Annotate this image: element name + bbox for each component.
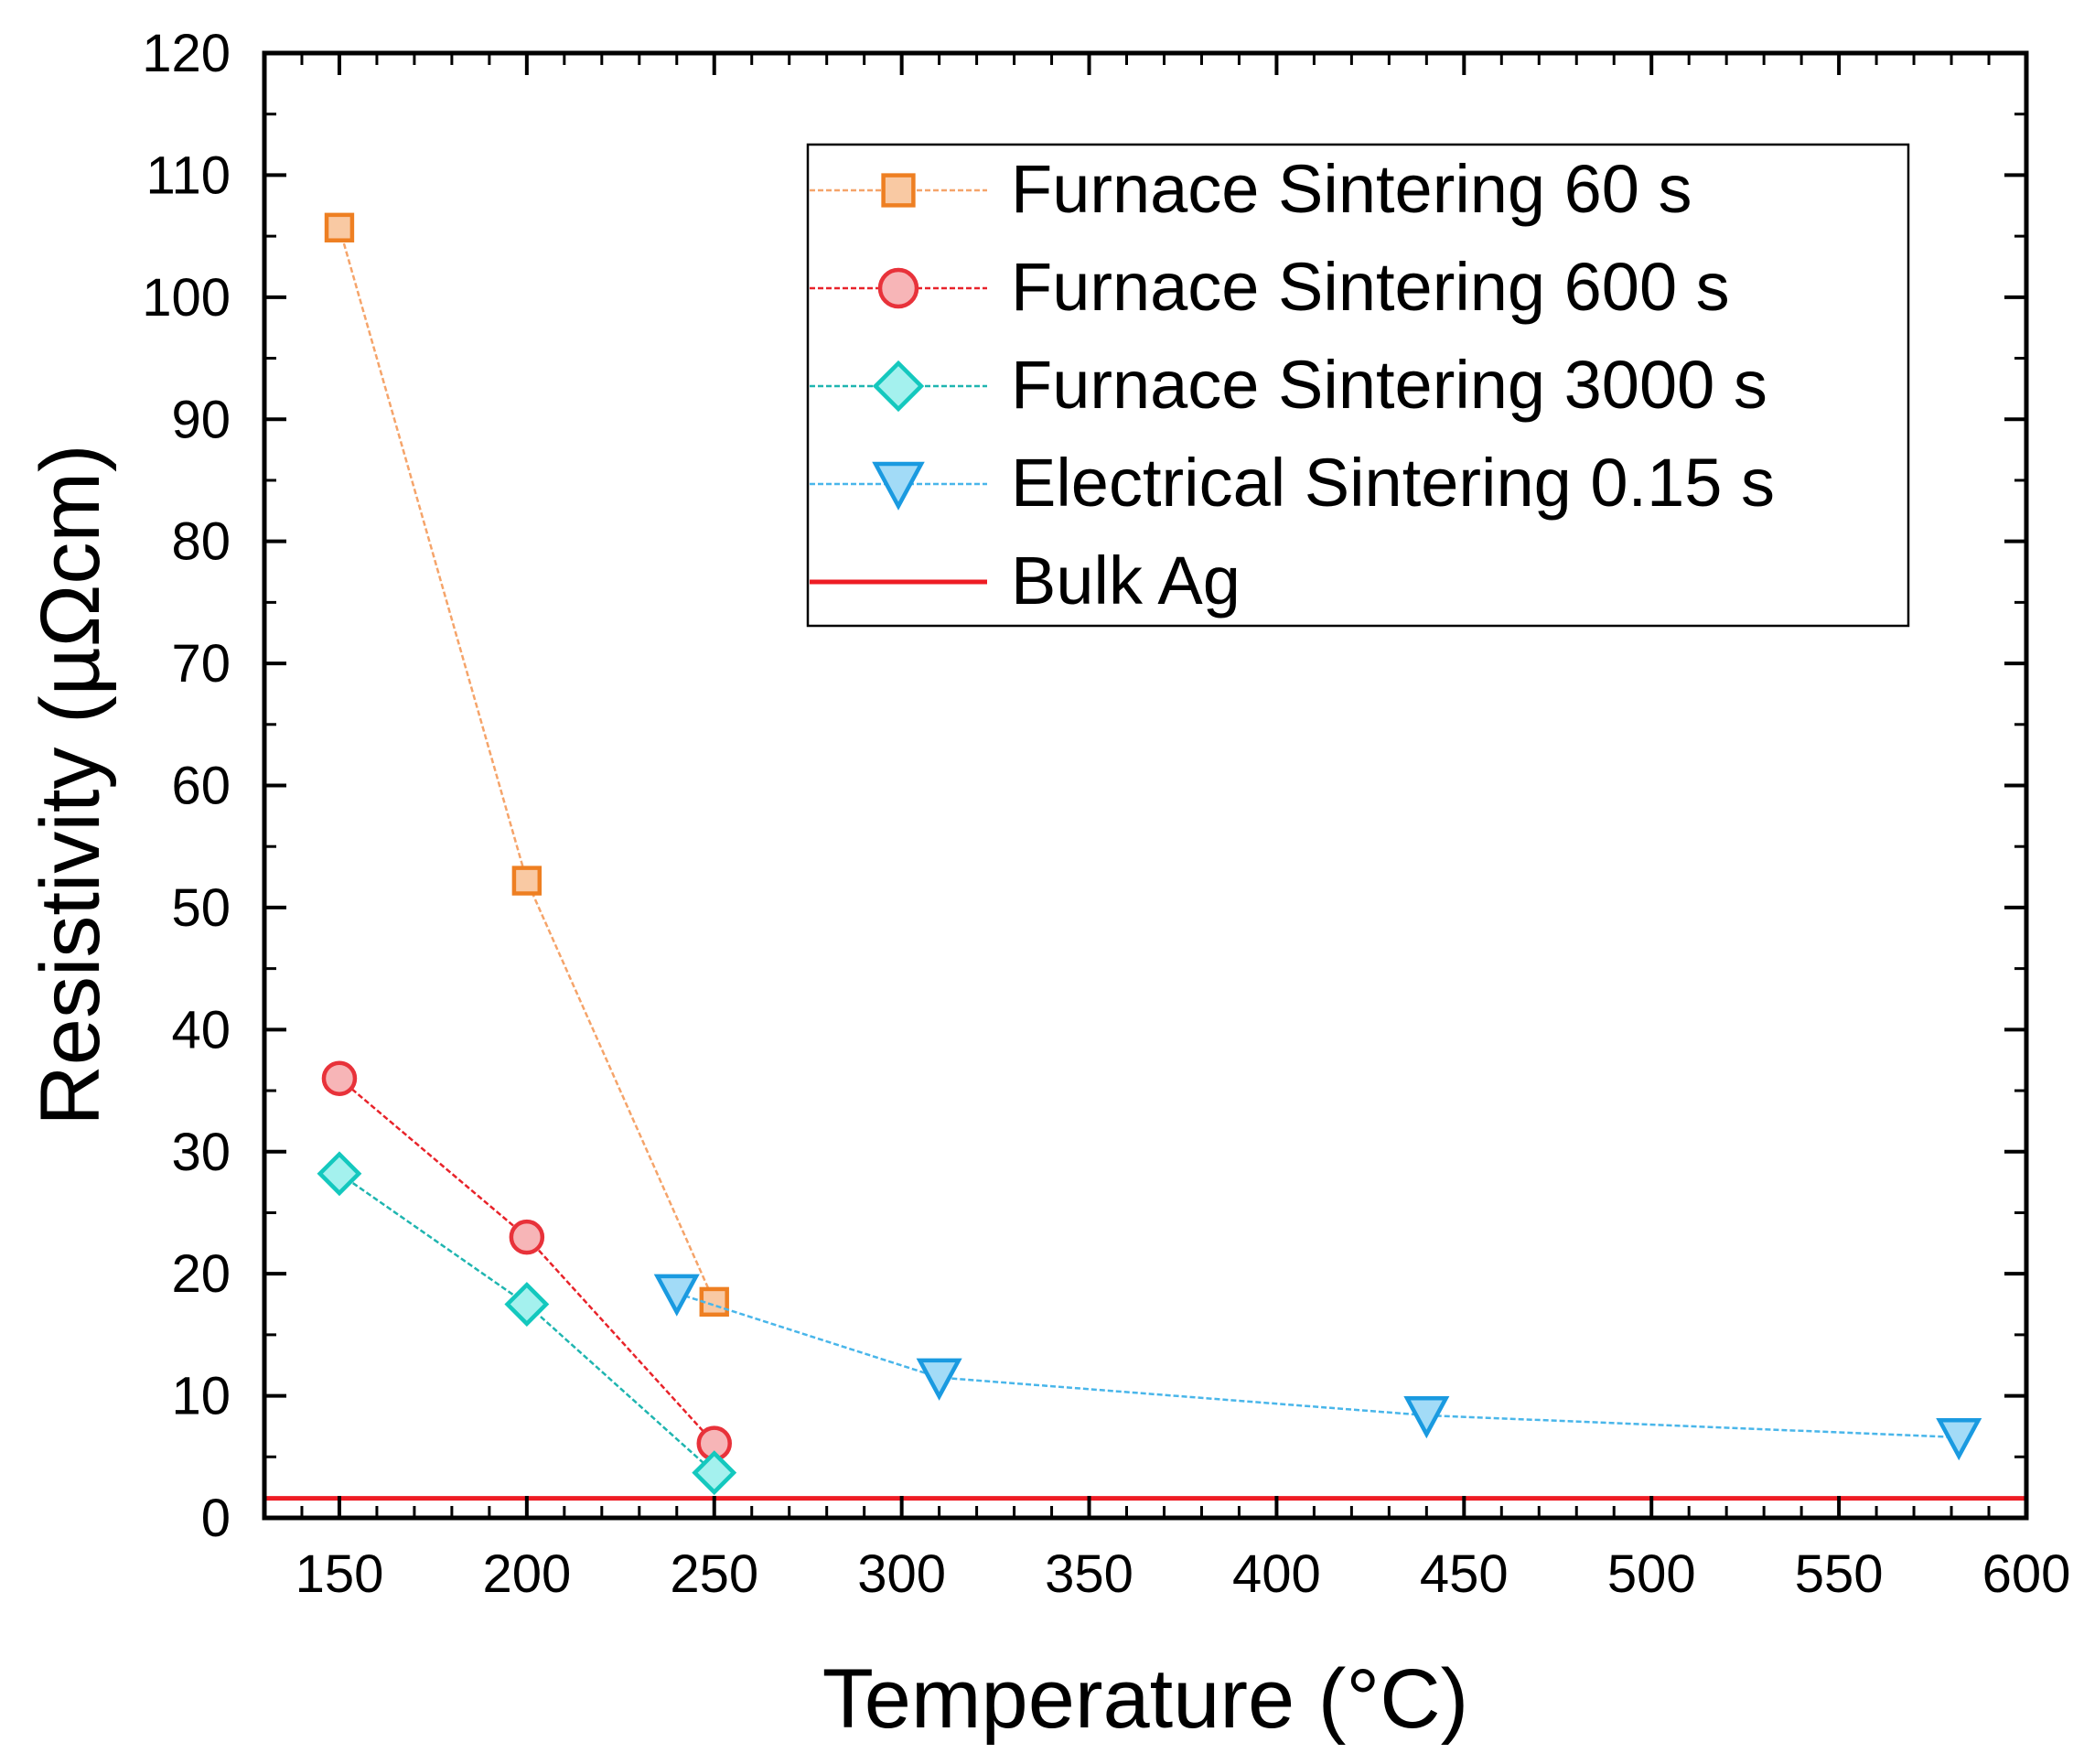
- x-tick-label: 300: [857, 1544, 946, 1604]
- legend-marker: [881, 173, 916, 208]
- data-point: [511, 866, 542, 896]
- legend-entries: Furnace Sintering 60 s Furnace Sintering …: [810, 151, 1775, 618]
- y-tick-label: 100: [142, 268, 231, 328]
- legend-entry: Furnace Sintering 60 s: [810, 151, 1692, 227]
- y-tick-label: 60: [171, 757, 231, 816]
- data-point: [324, 212, 355, 242]
- x-tick-label: 250: [670, 1544, 758, 1604]
- legend-entry: Bulk Ag: [810, 543, 1241, 618]
- y-tick-label: 10: [171, 1367, 231, 1426]
- y-tick-label: 110: [146, 145, 231, 205]
- legend-marker: [872, 461, 925, 511]
- legend-entry: Furnace Sintering 3000 s: [810, 347, 1767, 423]
- y-tick-label: 40: [171, 1000, 231, 1059]
- y-tick-label: 120: [142, 24, 231, 83]
- data-point: [692, 1450, 737, 1496]
- y-tick-label: 30: [171, 1123, 231, 1182]
- legend-label: Bulk Ag: [1011, 543, 1241, 618]
- x-tick-label: 500: [1607, 1544, 1696, 1604]
- series-line: [676, 1292, 1960, 1439]
- x-tick-label: 200: [482, 1544, 571, 1604]
- legend-label: Furnace Sintering 600 s: [1011, 249, 1730, 325]
- x-tick-label: 550: [1795, 1544, 1884, 1604]
- data-point: [1936, 1417, 1982, 1461]
- axis-ticks: 150 200 250 300 350 400 450 500 550 600 0 10 20 30 40 5…: [142, 24, 2070, 1604]
- series-line: [338, 1077, 715, 1445]
- data-point: [509, 1219, 545, 1255]
- data-point: [1403, 1395, 1450, 1439]
- plot-frame: [262, 50, 2029, 1521]
- y-tick-label: 50: [171, 878, 231, 938]
- x-tick-label: 450: [1420, 1544, 1509, 1604]
- y-tick-label: 70: [171, 634, 231, 694]
- x-tick-label: 150: [295, 1544, 384, 1604]
- data-point: [916, 1358, 962, 1401]
- y-tick-label: 80: [171, 512, 231, 572]
- x-tick-label: 350: [1045, 1544, 1133, 1604]
- data-point: [504, 1282, 550, 1327]
- series-1: [324, 212, 729, 1318]
- data-point: [653, 1274, 700, 1317]
- x-tick-label: 400: [1232, 1544, 1321, 1604]
- series-3: [317, 1151, 737, 1496]
- legend-marker: [877, 267, 919, 309]
- y-tick-label: 20: [171, 1244, 231, 1304]
- x-tick-label: 600: [1982, 1544, 2071, 1604]
- series-layer: [264, 212, 2026, 1501]
- legend-box: [806, 143, 1910, 628]
- x-axis-label: Temperature (°C): [822, 1652, 1469, 1746]
- series-2: [321, 1060, 732, 1461]
- y-tick-label: 90: [171, 390, 231, 449]
- legend-label: Furnace Sintering 3000 s: [1011, 347, 1767, 423]
- y-tick-label: 0: [201, 1489, 231, 1548]
- series-4: [653, 1274, 1982, 1461]
- legend-label: Furnace Sintering 60 s: [1011, 151, 1692, 227]
- legend-marker: [872, 360, 925, 413]
- legend-entry: Furnace Sintering 600 s: [810, 249, 1730, 325]
- y-axis-label: Resistivity (µΩcm): [24, 444, 117, 1125]
- data-point: [321, 1060, 358, 1096]
- data-point: [317, 1151, 362, 1197]
- legend-label: Electrical Sintering 0.15 s: [1011, 445, 1775, 521]
- series-line: [338, 1172, 715, 1474]
- legend: Furnace Sintering 60 s Furnace Sintering …: [806, 143, 1910, 628]
- legend-entry: Electrical Sintering 0.15 s: [810, 445, 1775, 521]
